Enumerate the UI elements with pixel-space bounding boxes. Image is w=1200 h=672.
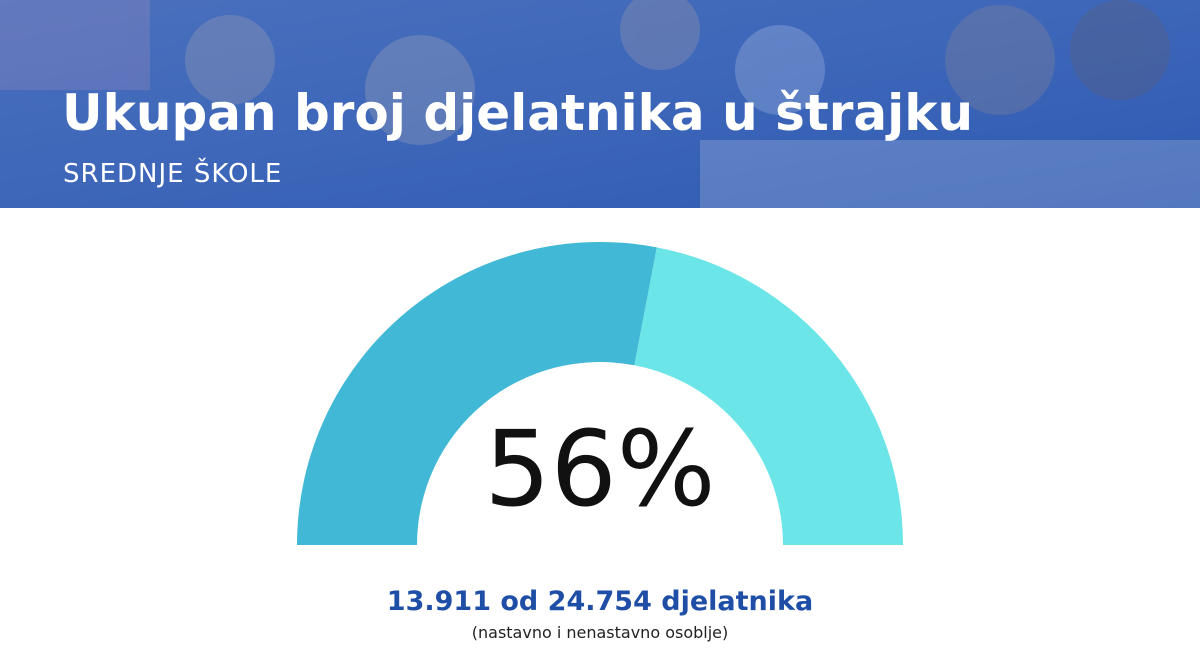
annotation: 13.911 od 24.754 djelatnika — [387, 586, 813, 617]
chart-title: Ukupan broj djelatnika u štrajku — [62, 84, 973, 142]
gauge-fill — [297, 242, 657, 546]
chart-subtitle: SREDNJE ŠKOLE — [63, 157, 282, 189]
header-photo-texture — [0, 0, 1200, 208]
header-background — [0, 0, 1200, 208]
gauge — [297, 242, 903, 546]
value-label: 56% — [484, 408, 715, 530]
gauge-track — [634, 247, 903, 546]
annotation: (nastavno i nenastavno osoblje) — [472, 623, 729, 642]
